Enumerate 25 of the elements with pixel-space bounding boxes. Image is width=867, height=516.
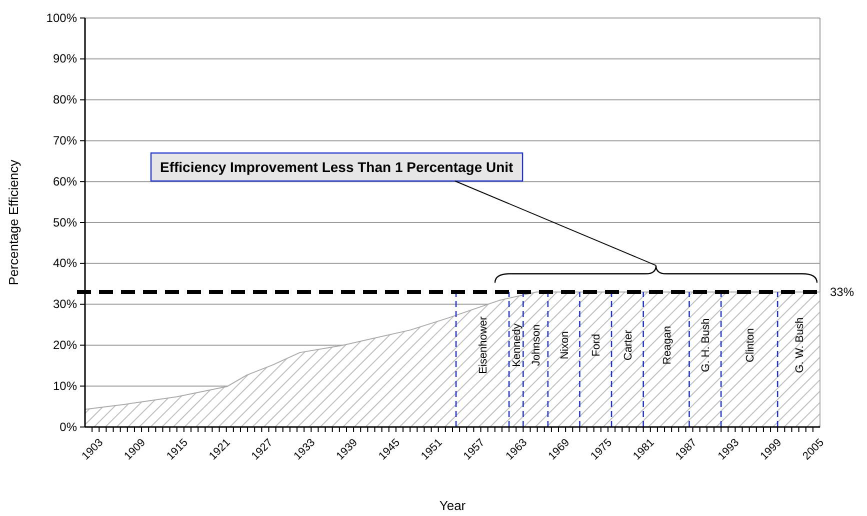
y-tick-label: 60% bbox=[52, 174, 78, 188]
y-tick-label: 20% bbox=[52, 338, 78, 352]
ref-line-label: Eisenhower bbox=[478, 316, 490, 374]
x-axis-title: Year bbox=[439, 498, 466, 513]
y-tick-label: 50% bbox=[52, 215, 78, 230]
y-tick-label: 90% bbox=[52, 52, 78, 66]
y-tick-label: 0% bbox=[60, 420, 78, 434]
ref-line-label: Clinton bbox=[744, 328, 756, 362]
y-tick-label: 30% bbox=[52, 297, 78, 312]
y-axis-title: Percentage Efficiency bbox=[6, 159, 21, 286]
y-tick-label: 40% bbox=[52, 256, 78, 270]
ref-line-label: G. H. Bush bbox=[700, 318, 712, 372]
ref-line-label: Kennedy bbox=[511, 322, 524, 367]
ref-line-label: Johnson bbox=[530, 324, 543, 366]
y-tick-label: 10% bbox=[52, 378, 78, 393]
ref-line-label: Reagan bbox=[661, 326, 674, 364]
ref-line-label: Ford bbox=[590, 334, 603, 357]
y-tick-label: 100% bbox=[46, 10, 78, 25]
ref-line-label: G. W. Bush bbox=[794, 317, 806, 374]
ref-line-label: Carter bbox=[622, 330, 634, 360]
annotation: Efficiency Improvement Less Than 1 Percentage Unit bbox=[160, 159, 514, 175]
ref-line-label: 33% bbox=[830, 285, 854, 300]
y-tick-label: 70% bbox=[52, 134, 78, 148]
y-tick-label: 80% bbox=[52, 92, 78, 107]
ref-line-label: Nixon bbox=[558, 331, 571, 360]
